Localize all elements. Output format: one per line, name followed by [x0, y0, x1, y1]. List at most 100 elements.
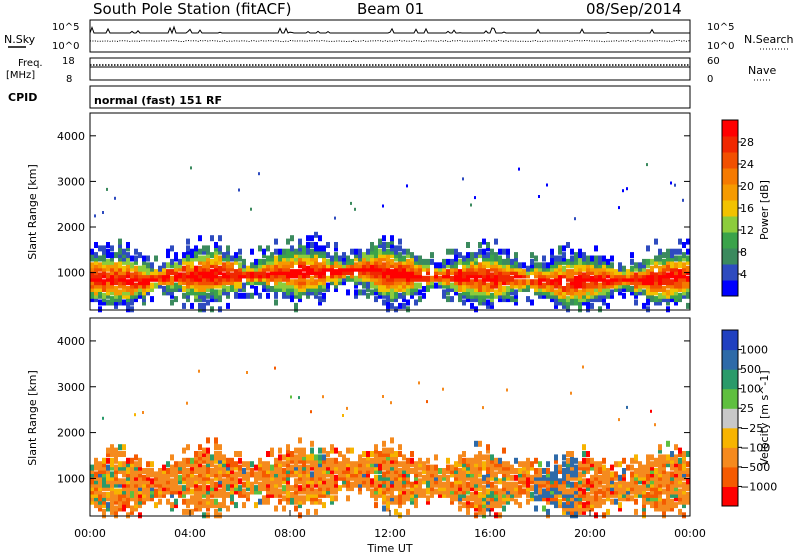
velocity-cell	[482, 478, 486, 485]
velocity-cell	[554, 481, 558, 488]
power-cell	[310, 262, 314, 269]
power-cell	[626, 272, 630, 279]
power-cell	[266, 272, 270, 279]
velocity-cell	[390, 478, 394, 485]
power-cell	[514, 252, 518, 259]
velocity-cell	[94, 495, 98, 502]
velocity-cell	[98, 478, 102, 485]
power-cell	[366, 286, 370, 292]
power-cell	[206, 279, 210, 286]
velocity-cell	[590, 478, 594, 485]
velocity-cell	[330, 474, 334, 481]
velocity-cell	[218, 444, 222, 451]
power-cell	[506, 286, 510, 292]
velocity-cell	[230, 474, 234, 481]
power-cell	[218, 279, 222, 286]
power-cell	[98, 292, 102, 299]
power-cell	[182, 286, 186, 292]
velocity-cell	[646, 457, 650, 464]
velocity-cell	[182, 488, 186, 495]
velocity-cell	[226, 481, 230, 488]
velocity-cell	[634, 478, 638, 485]
velocity-cell	[134, 454, 138, 461]
velocity-cell	[562, 495, 566, 502]
velocity-cell	[574, 457, 578, 464]
power-cell	[314, 269, 318, 276]
power-cell	[190, 272, 194, 279]
velocity-cell	[202, 485, 206, 492]
velocity-cell	[474, 474, 478, 481]
power-cell	[594, 262, 598, 269]
velocity-cell	[418, 481, 422, 488]
power-cell	[274, 289, 278, 296]
velocity-cell	[182, 491, 186, 498]
power-cell	[130, 292, 134, 299]
power-cell	[654, 262, 658, 269]
velocity-cell	[114, 512, 118, 519]
power-cell	[598, 282, 602, 289]
power-cell	[382, 269, 386, 276]
power-cell	[354, 207, 356, 211]
velocity-cell	[634, 491, 638, 498]
velocity-cell	[586, 457, 590, 464]
power-cell	[490, 265, 494, 272]
velocity-cell	[414, 502, 418, 509]
velocity-cell	[398, 468, 402, 474]
power-cell	[622, 292, 626, 299]
velocity-cell	[206, 451, 210, 457]
velocity-cell	[474, 440, 478, 447]
velocity-cell	[458, 485, 462, 492]
velocity-cell	[322, 491, 326, 498]
velocity-cell	[518, 491, 522, 498]
velocity-cell	[666, 498, 670, 505]
power-cell	[422, 286, 426, 292]
power-cell	[438, 265, 442, 272]
velocity-cell	[294, 454, 298, 461]
power-cell	[406, 279, 410, 286]
power-cell	[110, 255, 114, 262]
power-cell	[342, 252, 346, 259]
power-cell	[94, 272, 98, 279]
power-cell	[294, 248, 298, 255]
power-cell	[122, 252, 126, 259]
velocity-cell	[566, 478, 570, 485]
power-cell	[242, 265, 246, 272]
power-cell	[646, 272, 650, 279]
velocity-cell	[114, 505, 118, 512]
power-cell	[510, 289, 514, 296]
velocity-cell	[422, 474, 426, 481]
velocity-cell	[202, 464, 206, 471]
velocity-cell	[186, 457, 190, 464]
velocity-cell	[330, 457, 334, 464]
power-cell	[550, 289, 554, 296]
velocity-cell	[118, 468, 122, 474]
power-cell	[202, 255, 206, 262]
velocity-cell	[90, 471, 94, 478]
velocity-cell	[318, 468, 322, 474]
power-cell	[202, 248, 206, 255]
velocity-cell	[318, 488, 322, 495]
power-cell	[170, 275, 174, 282]
velocity-cell	[566, 451, 570, 457]
power-cell	[586, 302, 590, 309]
power-cell	[254, 286, 258, 292]
power-cell	[374, 282, 378, 289]
velocity-cell	[590, 464, 594, 471]
velocity-cell	[354, 481, 358, 488]
power-cell	[182, 265, 186, 272]
velocity-cell	[94, 461, 98, 468]
power-cell	[350, 265, 354, 272]
power-cell	[462, 262, 466, 269]
velocity-cell	[526, 474, 530, 481]
velocity-cell	[230, 491, 234, 498]
velocity-cell	[686, 495, 690, 502]
n-search-trace	[89, 39, 691, 43]
power-cell	[226, 272, 230, 279]
power-cell	[658, 272, 662, 279]
power-cell	[230, 282, 234, 289]
velocity-cell	[234, 461, 238, 468]
velocity-cell	[378, 464, 382, 471]
velocity-cell	[498, 457, 502, 464]
power-cell	[562, 255, 566, 262]
power-cell	[578, 306, 582, 313]
